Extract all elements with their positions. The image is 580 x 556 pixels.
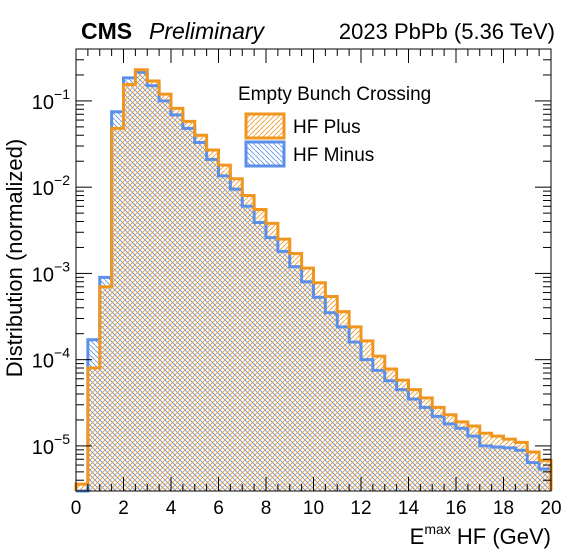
legend-label-hf-minus: HF Minus — [293, 145, 374, 166]
legend: Empty Bunch Crossing HF Plus HF Minus — [238, 84, 431, 166]
y-tick-label: 10−5 — [32, 431, 70, 459]
legend-title: Empty Bunch Crossing — [238, 84, 431, 105]
run-label: 2023 PbPb (5.36 TeV) — [339, 19, 555, 44]
x-tick-label: 6 — [213, 498, 224, 519]
x-tick-label: 12 — [350, 498, 371, 519]
status-label: Preliminary — [149, 18, 266, 44]
y-tick-label: 10−2 — [32, 172, 70, 200]
x-tick-label: 16 — [445, 498, 466, 519]
y-tick-label: 10−3 — [32, 258, 70, 286]
x-tick-label: 10 — [303, 498, 324, 519]
experiment-label: CMS — [81, 18, 132, 44]
x-tick-label: 4 — [166, 498, 177, 519]
x-tick-label: 8 — [261, 498, 272, 519]
y-tick-label: 10−1 — [32, 86, 70, 114]
x-tick-label: 2 — [118, 498, 129, 519]
x-tick-label: 0 — [71, 498, 82, 519]
legend-swatch-hf-plus — [246, 114, 284, 138]
x-tick-label: 14 — [398, 498, 420, 519]
x-axis-title: Emax HF (GeV) — [410, 521, 551, 549]
x-tick-label: 18 — [493, 498, 514, 519]
y-tick-label: 10−4 — [32, 345, 70, 373]
legend-label-hf-plus: HF Plus — [293, 117, 361, 138]
x-tick-label: 20 — [540, 498, 561, 519]
y-axis-title: Distribution (normalized) — [2, 139, 27, 377]
legend-swatch-hf-minus — [246, 142, 284, 166]
